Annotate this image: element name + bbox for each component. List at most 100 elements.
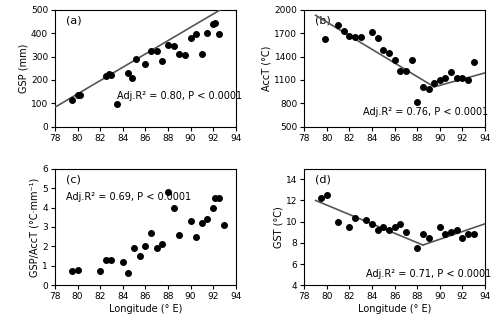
Text: Adj.R² = 0.69, P < 0.0001: Adj.R² = 0.69, P < 0.0001: [66, 192, 192, 202]
Point: [186, 218, 194, 224]
Point: [323, 193, 331, 198]
Point: [436, 224, 444, 230]
Point: [142, 244, 150, 249]
Point: [430, 80, 438, 86]
Point: [408, 58, 416, 63]
Point: [152, 246, 160, 251]
Point: [413, 99, 421, 104]
Point: [464, 232, 472, 237]
Point: [175, 51, 183, 57]
Point: [357, 34, 365, 40]
Point: [453, 228, 461, 233]
Point: [453, 75, 461, 80]
Point: [164, 42, 172, 48]
Point: [105, 72, 113, 77]
Point: [102, 74, 110, 79]
X-axis label: Longitude (° E): Longitude (° E): [108, 304, 182, 314]
Point: [147, 230, 155, 236]
Y-axis label: GSP/AccT (°C·mm⁻¹): GSP/AccT (°C·mm⁻¹): [30, 177, 40, 277]
X-axis label: Longitude (° E): Longitude (° E): [358, 304, 432, 314]
Point: [158, 242, 166, 247]
Point: [346, 34, 354, 39]
Point: [458, 76, 466, 81]
Text: (b): (b): [315, 16, 331, 26]
Point: [419, 232, 427, 237]
Point: [198, 220, 206, 226]
Point: [124, 270, 132, 275]
Point: [402, 68, 410, 73]
Point: [68, 97, 76, 103]
Point: [128, 75, 136, 80]
Point: [464, 77, 472, 83]
Point: [402, 230, 410, 235]
Point: [380, 224, 388, 230]
Point: [186, 35, 194, 40]
Text: Adj.R² = 0.76, P < 0.0001: Adj.R² = 0.76, P < 0.0001: [363, 107, 488, 117]
Point: [130, 246, 138, 251]
Point: [442, 232, 450, 237]
Y-axis label: GSP (mm): GSP (mm): [18, 44, 28, 93]
Point: [447, 230, 455, 235]
Point: [320, 37, 328, 42]
Point: [413, 246, 421, 251]
Point: [68, 268, 76, 274]
Point: [214, 32, 222, 37]
Point: [447, 70, 455, 75]
Point: [318, 196, 326, 201]
Point: [380, 47, 388, 52]
Point: [119, 259, 127, 265]
Point: [212, 195, 220, 200]
Point: [164, 189, 172, 195]
Point: [362, 217, 370, 222]
Point: [204, 31, 212, 36]
Point: [192, 234, 200, 239]
Point: [108, 72, 116, 78]
Text: Adj.R² = 0.80, P < 0.0001: Adj.R² = 0.80, P < 0.0001: [117, 91, 242, 101]
Point: [220, 222, 228, 228]
Point: [74, 92, 82, 98]
Point: [192, 32, 200, 37]
Point: [214, 195, 222, 200]
Point: [142, 61, 150, 66]
Point: [346, 224, 354, 230]
Point: [340, 28, 348, 33]
Point: [113, 102, 121, 107]
Point: [351, 34, 359, 40]
Point: [124, 70, 132, 75]
Point: [108, 257, 116, 263]
Point: [212, 20, 220, 25]
Point: [74, 267, 82, 273]
Text: (d): (d): [315, 174, 331, 184]
Point: [136, 254, 143, 259]
Point: [209, 205, 217, 210]
Point: [470, 232, 478, 237]
Point: [470, 59, 478, 65]
Point: [368, 221, 376, 226]
Y-axis label: GST (°C): GST (°C): [273, 206, 283, 248]
Point: [390, 57, 398, 62]
Point: [147, 48, 155, 53]
Text: (a): (a): [66, 16, 82, 26]
Point: [436, 77, 444, 83]
Point: [175, 232, 183, 237]
Point: [76, 92, 84, 98]
Point: [96, 268, 104, 274]
Point: [209, 21, 217, 27]
Point: [204, 216, 212, 222]
Point: [458, 235, 466, 240]
Point: [385, 228, 393, 233]
Point: [158, 59, 166, 64]
Point: [368, 29, 376, 34]
Point: [419, 84, 427, 90]
Point: [351, 216, 359, 221]
Point: [334, 23, 342, 28]
Point: [442, 75, 450, 80]
Point: [152, 48, 160, 53]
Point: [170, 205, 177, 210]
Point: [396, 221, 404, 226]
Point: [170, 43, 177, 49]
Point: [132, 56, 140, 61]
Text: (c): (c): [66, 174, 80, 184]
Point: [424, 235, 432, 240]
Point: [374, 228, 382, 233]
